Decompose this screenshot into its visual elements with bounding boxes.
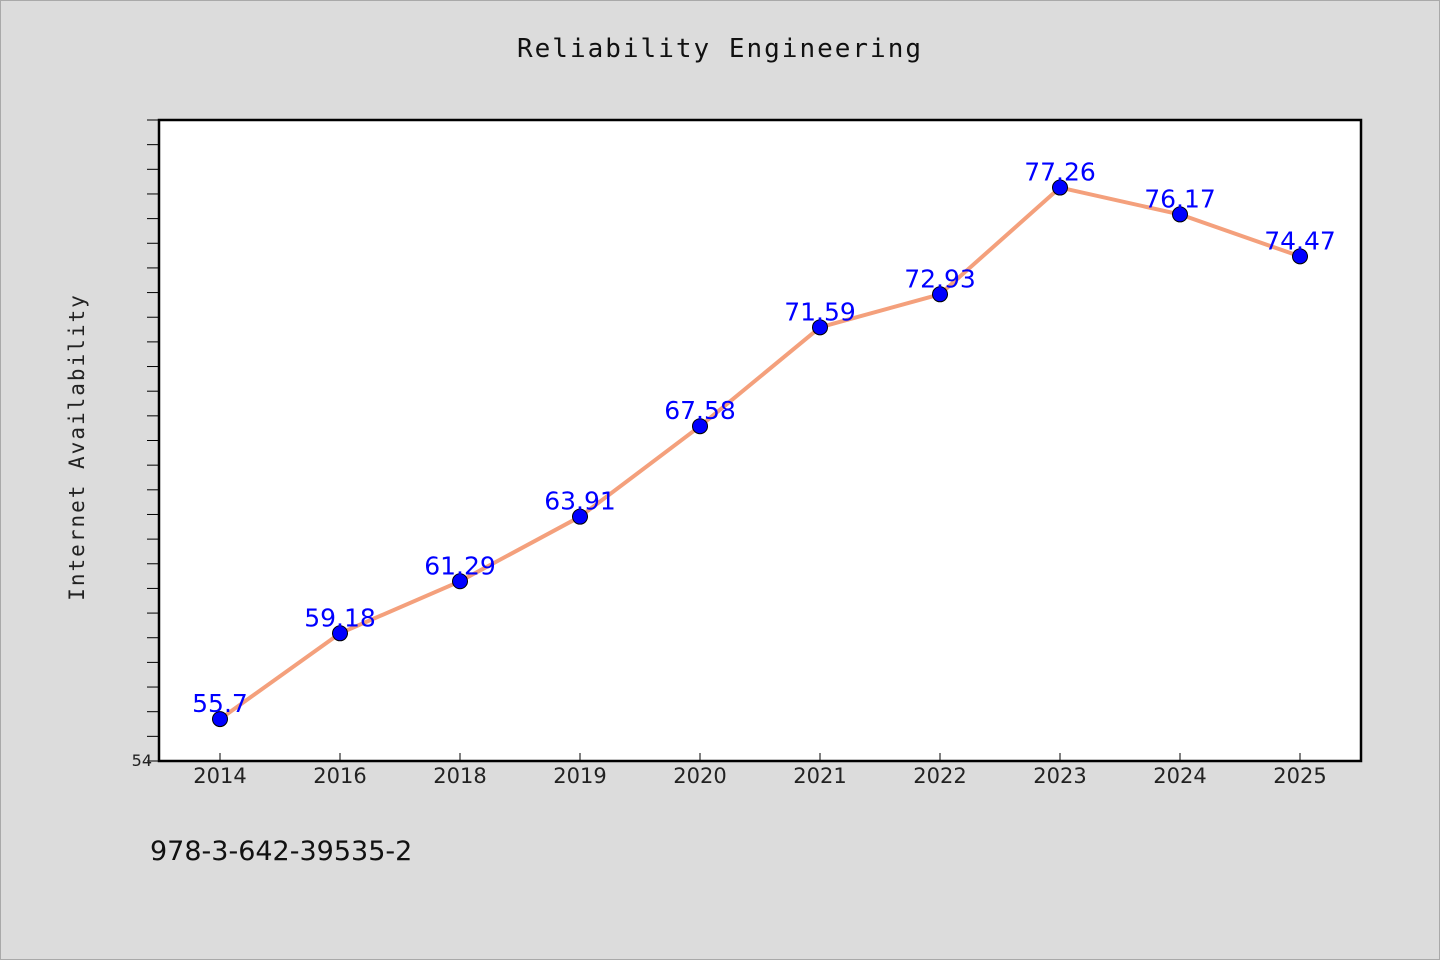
y-axis-label: Internet Availability <box>65 293 89 601</box>
data-label: 61.29 <box>424 551 496 580</box>
data-point <box>1172 206 1188 223</box>
data-point <box>692 418 708 435</box>
x-tick-label: 2020 <box>673 764 726 788</box>
x-tick-label: 2019 <box>553 764 606 788</box>
data-point <box>332 625 348 642</box>
plot-area <box>157 118 1363 763</box>
data-label: 71.59 <box>784 297 856 326</box>
series-line <box>218 185 1302 722</box>
data-label: 77.26 <box>1024 158 1096 187</box>
series-line-group: 55.7 59.18 61.29 63.91 67.58 71.59 72.93 77.26 7… <box>192 158 1336 728</box>
x-tick-label: 2016 <box>313 764 366 788</box>
data-point <box>812 319 828 336</box>
data-label: 55.7 <box>192 689 248 718</box>
x-tick-label: 2021 <box>793 764 846 788</box>
data-point <box>1292 248 1308 265</box>
data-point <box>1052 179 1068 196</box>
x-tick-label: 2018 <box>433 764 486 788</box>
chart-title: Reliability Engineering <box>516 34 924 64</box>
x-tick-label: 2025 <box>1273 764 1326 788</box>
data-label: 72.93 <box>904 264 976 293</box>
data-label: 76.17 <box>1144 184 1216 213</box>
isbn-text: 978-3-642-39535-2 <box>150 836 413 867</box>
x-tick-label: 2023 <box>1033 764 1086 788</box>
x-tick-label: 2024 <box>1153 764 1206 788</box>
y-tick-label: 54 <box>132 751 152 770</box>
x-tick-label: 2022 <box>913 764 966 788</box>
data-label: 67.58 <box>664 396 736 425</box>
x-tick-label: 2014 <box>193 764 246 788</box>
y-axis-ticks <box>147 119 159 762</box>
data-label: 74.47 <box>1264 226 1336 255</box>
x-axis-ticks: 2014 2016 2018 2019 2020 2021 2022 2023 2024 2025 <box>193 753 1327 788</box>
data-point <box>932 286 948 303</box>
data-label: 59.18 <box>304 603 376 632</box>
data-point <box>452 573 468 590</box>
data-point <box>212 711 228 728</box>
data-point <box>572 508 588 525</box>
data-label: 63.91 <box>544 487 616 516</box>
